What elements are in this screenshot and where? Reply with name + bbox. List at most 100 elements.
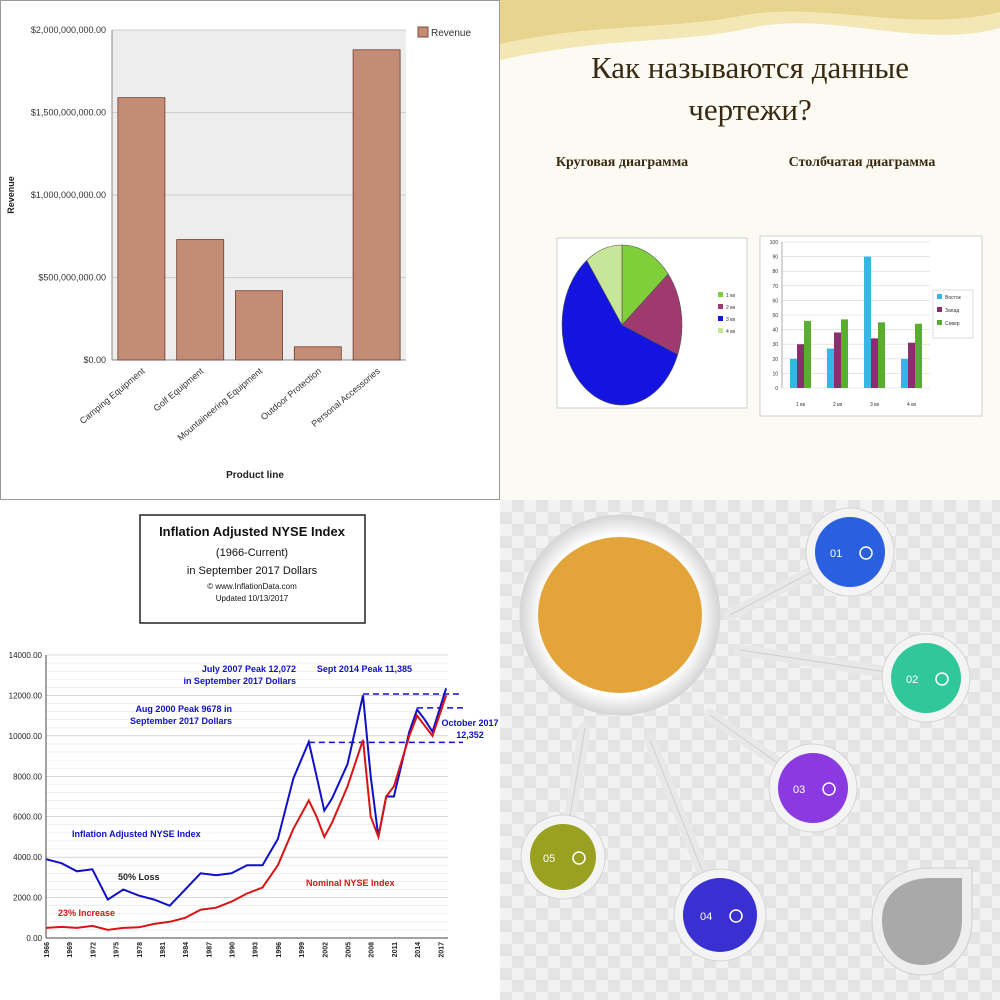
x-tick-label: 4 кв (907, 402, 916, 408)
x-tick-label: 1993 (253, 942, 260, 958)
y-tick-label: 0 (775, 386, 778, 392)
y-tick-label: 10000.00 (9, 732, 43, 741)
infographic-panel: 01 02 03 04 05 (500, 500, 1000, 1000)
y-tick-label: 10 (772, 371, 778, 377)
bubble-icon (859, 546, 873, 560)
loss-annotation: 50% Loss (118, 872, 160, 882)
bubble-03 (778, 753, 848, 823)
current-value-number: 12,352 (456, 730, 484, 740)
bubble-number: 03 (793, 784, 805, 796)
revenue-bar (352, 49, 401, 361)
chart-source: © www.InflationData.com (207, 582, 297, 591)
nominal-series-label: Nominal NYSE Index (306, 878, 395, 888)
legend-swatch (937, 294, 942, 299)
peak-2000-annotation-sub: September 2017 Dollars (130, 716, 232, 726)
column-bar (790, 358, 797, 388)
pie-slice (621, 273, 683, 355)
bubble-number: 05 (543, 853, 555, 865)
column-bar (871, 338, 878, 388)
x-tick-label: 1990 (230, 942, 237, 958)
bubble-number: 01 (830, 548, 842, 560)
bar-chart-title: Столбчатая диаграмма (789, 155, 936, 170)
y-tick-label: $1,500,000,000.00 (31, 108, 106, 118)
pie-legend-swatch (718, 292, 723, 297)
revenue-chart-panel: $0.00 $500,000,000.00 $1,000,000,000.00 $1,… (0, 0, 500, 500)
bubble-infographic: 01 02 03 04 05 (519, 507, 973, 976)
y-tick-label: 60 (772, 298, 778, 304)
y-tick-label: 100 (770, 240, 779, 246)
bubble-01 (815, 517, 885, 587)
nominal-nyse-line (45, 695, 448, 931)
bubble-04 (683, 878, 757, 952)
column-bar (915, 323, 922, 388)
x-tick-label: 2002 (322, 942, 329, 958)
column-bar (864, 256, 871, 388)
legend-swatch (937, 320, 942, 325)
revenue-bar-chart: $0.00 $500,000,000.00 $1,000,000,000.00 $1,… (0, 0, 500, 500)
y-tick-label: $500,000,000.00 (38, 273, 106, 283)
nyse-line-chart: Inflation Adjusted NYSE Index (1966-Curr… (9, 514, 499, 958)
x-axis-label: Product line (226, 470, 284, 481)
y-tick-label: 14000.00 (9, 651, 43, 660)
revenue-bar (176, 239, 225, 361)
pie-legend-label: 2 кв (726, 305, 735, 311)
chart-title: Inflation Adjusted NYSE Index (159, 524, 346, 539)
bubble-number: 04 (700, 911, 712, 923)
y-tick-label: $1,000,000,000.00 (31, 190, 106, 200)
chart-subtitle-2: in September 2017 Dollars (187, 565, 318, 577)
pie-legend-label: 1 кв (726, 293, 735, 299)
peak-2000-annotation: Aug 2000 Peak 9678 in (135, 704, 232, 714)
x-tick-label: Golf Equipment (152, 366, 206, 414)
slide-heading-line1: Как называются данные (591, 50, 909, 85)
x-tick-label: 3 кв (870, 402, 879, 408)
y-tick-label: 2000.00 (13, 894, 42, 903)
column-bar (834, 332, 841, 388)
y-tick-label: 40 (772, 328, 778, 334)
x-tick-label: 1 кв (796, 402, 805, 408)
bubble-05 (530, 824, 596, 890)
main-circle (538, 537, 702, 693)
y-tick-label: 90 (772, 255, 778, 261)
pie-legend-swatch (718, 328, 723, 333)
x-tick-label: 2005 (346, 942, 353, 958)
column-bar (908, 342, 915, 388)
y-tick-label: 50 (772, 313, 778, 319)
column-bar (901, 358, 908, 388)
peak-2007-annotation: July 2007 Peak 12,072 (202, 664, 296, 674)
pie-chart-title: Круговая диаграмма (556, 155, 688, 170)
y-tick-label: 6000.00 (13, 813, 42, 822)
y-tick-label: 8000.00 (13, 772, 42, 781)
bubble-icon (572, 851, 586, 865)
x-tick-label: 1972 (90, 942, 97, 958)
column-bar (804, 320, 811, 388)
increase-annotation: 23% Increase (58, 908, 115, 918)
pie-legend-label: 3 кв (726, 317, 735, 323)
x-tick-label: 1996 (276, 942, 283, 958)
pie-slice (561, 259, 679, 406)
x-tick-label: 1969 (67, 942, 74, 958)
x-tick-label: Camping Equipment (78, 366, 147, 426)
column-bar (827, 348, 834, 388)
y-tick-label: 20 (772, 357, 778, 363)
x-tick-label: 2011 (392, 942, 399, 957)
y-tick-label: 80 (772, 269, 778, 275)
x-tick-label: Outdoor Protection (259, 366, 323, 422)
x-tick-label: 1966 (44, 942, 51, 958)
y-axis-label: Revenue (6, 176, 16, 214)
pie-slice (586, 244, 623, 326)
x-tick-label: 2 кв (833, 402, 842, 408)
pie-slice (621, 244, 669, 326)
x-tick-label: 1987 (206, 942, 213, 958)
bubble-02 (891, 643, 961, 713)
real-nyse-line (45, 688, 448, 907)
bubble-icon (935, 672, 949, 686)
y-tick-label: 4000.00 (13, 853, 42, 862)
legend-label: Восток (945, 295, 962, 301)
x-tick-label: 1981 (160, 942, 167, 958)
pie-legend-swatch (718, 304, 723, 309)
real-series-label: Inflation Adjusted NYSE Index (72, 829, 201, 839)
x-tick-label: 1975 (114, 942, 121, 958)
pie-legend-label: 4 кв (726, 329, 735, 335)
x-tick-label: 1978 (137, 942, 144, 958)
y-tick-label: $0.00 (83, 355, 106, 365)
